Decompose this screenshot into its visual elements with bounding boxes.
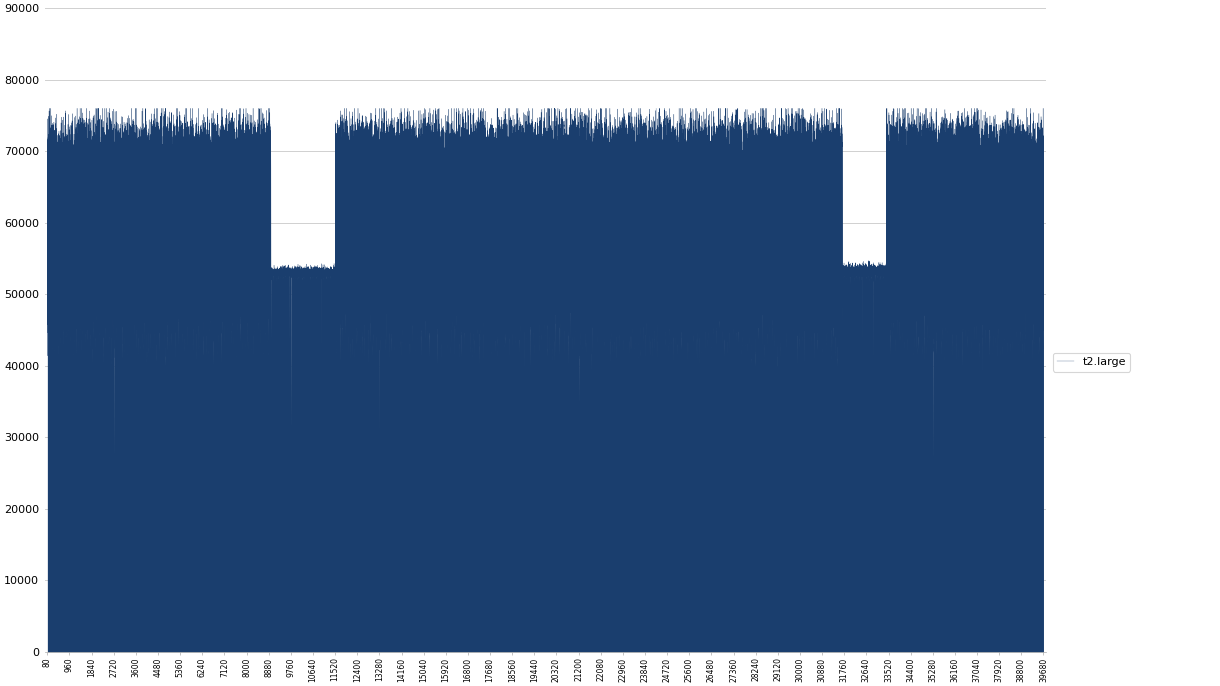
t2.large [795, 333, 810, 341]
t2.large [40, 329, 55, 337]
Legend: t2.large: t2.large [1053, 353, 1131, 372]
t2.large [79, 294, 94, 302]
Line: t2.large: t2.large [48, 108, 1043, 462]
t2.large [41, 104, 56, 113]
t2.large [1036, 303, 1050, 311]
t2.large [926, 458, 941, 466]
t2.large [651, 117, 666, 125]
t2.large [336, 128, 350, 136]
t2.large [999, 269, 1014, 277]
t2.large [534, 196, 549, 204]
